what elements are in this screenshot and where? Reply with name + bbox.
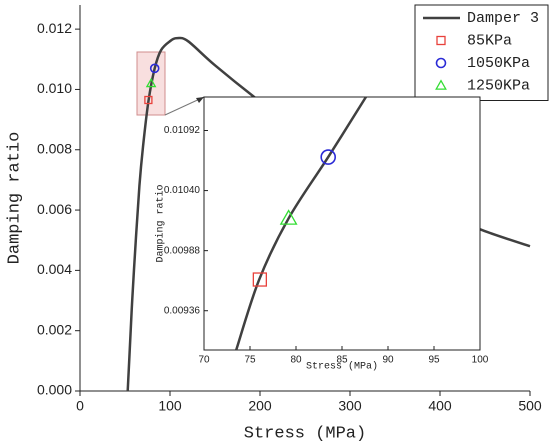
y-axis-label: Damping ratio xyxy=(155,184,167,262)
legend-label: 1050KPa xyxy=(467,55,530,72)
x-tick-label: 100 xyxy=(158,398,182,414)
marker-square xyxy=(144,95,153,105)
x-tick-label: 500 xyxy=(518,398,542,414)
inset-plot: 70 75 80 85 90 95 100 0.00936 0.00988 0.01040 0.01… xyxy=(155,96,489,373)
x-tick-label: 75 xyxy=(244,355,256,366)
x-axis-label: Stress (MPa) xyxy=(306,361,378,373)
connector-arrow xyxy=(196,97,204,103)
y-tick-label: 0.004 xyxy=(37,261,72,277)
legend-box xyxy=(414,4,549,101)
x-tick-label: 80 xyxy=(290,355,302,366)
x-tick-label: 90 xyxy=(382,355,394,366)
x-tick-label: 400 xyxy=(428,398,452,414)
y-tick-label: 0.012 xyxy=(37,20,72,36)
y-tick-label: 0.000 xyxy=(37,382,72,398)
marker-triangle xyxy=(145,77,157,88)
y-axis-label: Damping ratio xyxy=(5,132,24,265)
legend-label: 85KPa xyxy=(467,32,512,49)
x-tick-label: 95 xyxy=(428,355,440,366)
y-tick-label: 0.01040 xyxy=(164,185,201,196)
y-tick-label: 0.006 xyxy=(37,201,72,217)
marker-circle xyxy=(320,149,337,165)
marker-triangle xyxy=(435,79,447,90)
legend-label: Damper 3 xyxy=(467,10,539,27)
marker-triangle xyxy=(279,209,298,225)
x-tick-label: 100 xyxy=(472,355,489,366)
marker-square xyxy=(252,272,267,287)
marker-circle xyxy=(149,63,160,74)
marker-circle xyxy=(435,57,447,69)
y-tick-label: 0.01092 xyxy=(164,125,201,136)
curve xyxy=(235,97,367,350)
y-tick-label: 0.00988 xyxy=(164,245,201,256)
main-plot: 0 100 200 300 400 500 0.000 0.002 0.004 0.006 0.00… xyxy=(5,4,549,443)
legend-label: 1250KPa xyxy=(467,77,530,94)
plot-area xyxy=(235,97,367,350)
y-tick-label: 0.00936 xyxy=(164,305,201,316)
x-tick-label: 0 xyxy=(76,398,84,414)
y-tick-label: 0.002 xyxy=(37,321,72,337)
x-tick-label: 85 xyxy=(336,355,348,366)
marker-square xyxy=(436,35,446,46)
x-axis-label: Stress (MPa) xyxy=(244,424,366,443)
x-tick-label: 200 xyxy=(248,398,272,414)
x-tick-label: 70 xyxy=(198,355,210,366)
y-tick-label: 0.010 xyxy=(37,80,72,96)
y-tick-label: 0.008 xyxy=(37,140,72,156)
x-tick-label: 300 xyxy=(338,398,362,414)
